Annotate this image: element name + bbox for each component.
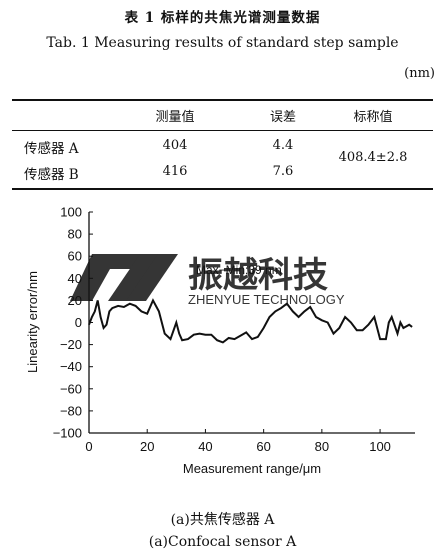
y-tick-label: −60: [60, 381, 82, 396]
y-tick-label: −80: [60, 403, 82, 418]
logo-brand-cn: 振越科技: [188, 256, 328, 295]
y-tick-label: −20: [60, 337, 82, 352]
y-tick-label: 100: [60, 205, 82, 220]
table-title-en: Tab. 1 Measuring results of standard ste…: [46, 35, 399, 51]
y-tick-label: 80: [68, 227, 82, 242]
annotation-max-min: Max−Min:39 nm: [196, 263, 282, 277]
logo-slash-mark: [108, 254, 160, 301]
caption-cn: (a)共焦传感器 A: [170, 512, 275, 528]
y-tick-label: 40: [68, 271, 82, 286]
y-tick-label: 0: [75, 315, 82, 330]
header-measured: 测量值: [155, 110, 195, 125]
table-mid-rule: [12, 130, 433, 131]
caption-en: (a)Confocal sensor A: [148, 534, 297, 550]
x-tick-label: 20: [140, 439, 154, 454]
table-unit: (nm): [404, 66, 435, 81]
y-tick-label: 20: [68, 293, 82, 308]
y-tick-label: 60: [68, 249, 82, 264]
table-top-rule: [12, 99, 433, 101]
x-tick-label: 0: [85, 439, 92, 454]
header-error: 误差: [269, 110, 296, 125]
row-sensor-b-label: 传感器 B: [24, 167, 79, 183]
logo-slash-mark-2: [126, 254, 178, 301]
chart-axes: [88, 212, 415, 434]
logo-brand-en: ZHENYUE TECHNOLOGY: [188, 292, 345, 307]
row-sensor-a-measured: 404: [162, 138, 188, 153]
row-sensor-a-error: 4.4: [272, 138, 294, 153]
row-sensor-a-label: 传感器 A: [24, 141, 79, 157]
series-line: [88, 298, 413, 344]
x-tick-label: 80: [315, 439, 329, 454]
x-tick-label: 60: [256, 439, 270, 454]
row-sensor-b-measured: 416: [162, 164, 188, 179]
table-title-cn: 表 1 标样的共焦光谱测量数据: [124, 10, 321, 26]
linearity-error-chart: 振越科技 ZHENYUE TECHNOLOGY 100 80 60 40 20 0 −20 −…: [25, 205, 415, 476]
x-tick-label: 100: [369, 439, 391, 454]
header-nominal: 标称值: [353, 110, 393, 125]
watermark-logo: 振越科技 ZHENYUE TECHNOLOGY: [70, 254, 345, 307]
x-axis-label: Measurement range/μm: [183, 461, 321, 476]
x-tick-label: 40: [198, 439, 212, 454]
table-bottom-rule: [12, 188, 433, 190]
row-sensor-b-error: 7.6: [272, 164, 294, 179]
nominal-value: 408.4±2.8: [338, 150, 408, 165]
y-axis-label: Linearity error/nm: [25, 271, 40, 373]
y-tick-label: −100: [53, 426, 82, 441]
y-tick-label: −40: [60, 359, 82, 374]
